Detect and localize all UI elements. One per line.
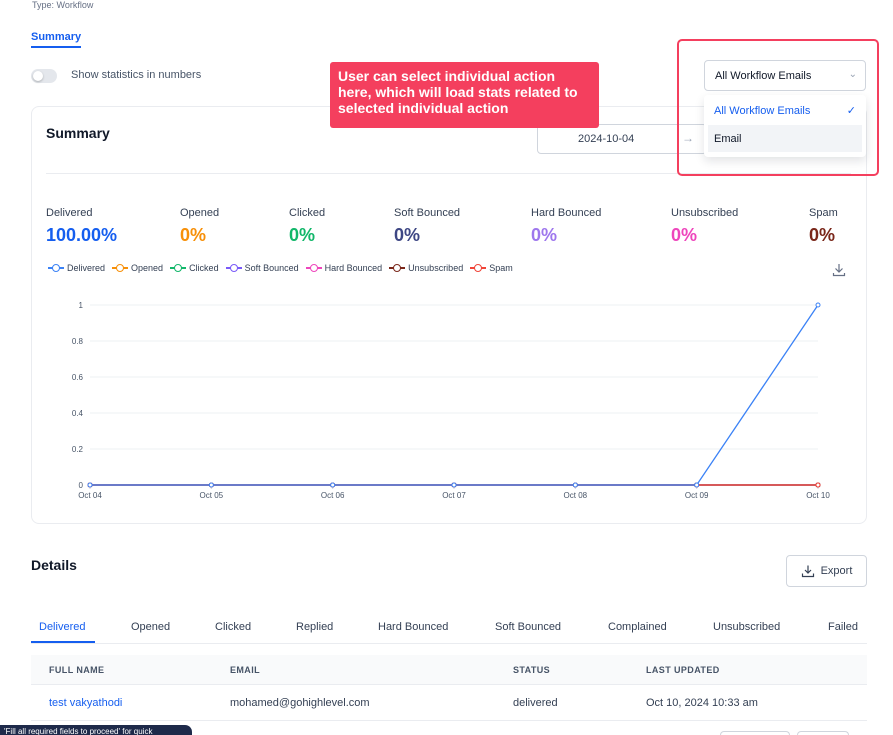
legend-label: Delivered bbox=[67, 263, 106, 273]
action-select-value: All Workflow Emails bbox=[715, 70, 812, 82]
details-tab-active-underline bbox=[31, 641, 95, 643]
stat-label: Opened bbox=[180, 207, 220, 219]
chart-legend: Delivered Opened Clicked Soft Bounced Hard B… bbox=[48, 262, 520, 274]
pagination-next-button[interactable] bbox=[797, 731, 849, 735]
stat-value: 0% bbox=[289, 225, 316, 245]
arrow-right-icon: → bbox=[682, 131, 694, 145]
legend-marker bbox=[305, 263, 322, 273]
legend-marker bbox=[48, 263, 64, 273]
legend-item[interactable]: Delivered bbox=[48, 263, 105, 273]
legend-marker bbox=[112, 263, 129, 273]
column-header-full-name[interactable]: FULL NAME bbox=[49, 665, 105, 675]
details-tab-complained[interactable]: Complained bbox=[608, 621, 667, 633]
tooltip: 'Fill all required fields to proceed' fo… bbox=[0, 725, 192, 735]
dropdown-option-label: Email bbox=[714, 133, 742, 145]
stat-label: Unsubscribed bbox=[671, 207, 739, 219]
stat-hard-bounced: Hard Bounced 0% bbox=[531, 207, 601, 246]
column-header-email[interactable]: EMAIL bbox=[230, 665, 260, 675]
legend-label: Unsubscribed bbox=[408, 263, 464, 273]
stat-unsubscribed: Unsubscribed 0% bbox=[671, 207, 738, 246]
legend-label: Hard Bounced bbox=[324, 263, 383, 273]
details-tab-delivered[interactable]: Delivered bbox=[39, 621, 86, 633]
statistics-toggle-label: Show statistics in numbers bbox=[71, 69, 202, 81]
chevron-down-icon: ⌄ bbox=[848, 69, 857, 80]
dropdown-option-email[interactable]: Email bbox=[708, 125, 862, 152]
details-tab-unsubscribed[interactable]: Unsubscribed bbox=[713, 621, 781, 633]
dropdown-option-label: All Workflow Emails bbox=[714, 105, 811, 117]
details-tab-replied[interactable]: Replied bbox=[296, 621, 334, 633]
legend-label: Spam bbox=[489, 263, 513, 273]
stat-label: Delivered bbox=[46, 207, 93, 219]
dropdown-option-all-workflow-emails[interactable]: All Workflow Emails ✓ bbox=[708, 97, 862, 124]
table-header bbox=[31, 655, 867, 685]
column-header-last-updated[interactable]: LAST UPDATED bbox=[646, 665, 720, 675]
download-icon bbox=[801, 565, 814, 578]
toggle-knob bbox=[33, 71, 43, 81]
annotation-callout: User can select individual action here, … bbox=[330, 62, 599, 128]
legend-marker bbox=[389, 263, 406, 273]
legend-item[interactable]: Soft Bounced bbox=[225, 263, 299, 273]
download-icon[interactable] bbox=[831, 262, 847, 278]
stat-spam: Spam 0% bbox=[809, 207, 838, 246]
check-icon: ✓ bbox=[846, 105, 856, 117]
stat-label: Clicked bbox=[289, 207, 326, 219]
date-start: 2024-10-04 bbox=[578, 133, 635, 145]
row-status: delivered bbox=[513, 697, 558, 709]
statistics-toggle[interactable] bbox=[31, 69, 57, 83]
column-header-status[interactable]: STATUS bbox=[513, 665, 551, 675]
legend-marker bbox=[225, 263, 242, 273]
stat-label: Spam bbox=[809, 207, 838, 219]
row-last-updated: Oct 10, 2024 10:33 am bbox=[646, 697, 758, 709]
legend-marker bbox=[170, 263, 187, 273]
details-title: Details bbox=[31, 557, 77, 573]
export-button-label: Export bbox=[820, 565, 853, 577]
stat-label: Soft Bounced bbox=[394, 207, 461, 219]
legend-label: Opened bbox=[131, 263, 164, 273]
tab-summary[interactable]: Summary bbox=[31, 31, 82, 43]
legend-item[interactable]: Clicked bbox=[170, 263, 219, 273]
workflow-type-label: Type: Workflow bbox=[32, 0, 94, 10]
stat-value: 0% bbox=[180, 225, 207, 245]
stat-clicked: Clicked 0% bbox=[289, 207, 325, 246]
stat-value: 0% bbox=[531, 225, 558, 245]
action-dropdown: All Workflow Emails ✓ Email bbox=[704, 95, 866, 157]
pagination-previous-button[interactable] bbox=[720, 731, 790, 735]
annotation-highlight-box bbox=[677, 39, 879, 176]
details-tab-hard-bounced[interactable]: Hard Bounced bbox=[378, 621, 449, 633]
details-tabs-divider bbox=[31, 643, 867, 644]
stat-opened: Opened 0% bbox=[180, 207, 219, 246]
legend-item[interactable]: Hard Bounced bbox=[305, 263, 383, 273]
stat-value: 0% bbox=[394, 225, 421, 245]
summary-card-divider bbox=[46, 173, 851, 174]
tab-summary-underline bbox=[31, 46, 81, 48]
legend-item[interactable]: Opened bbox=[112, 263, 163, 273]
table-row-divider bbox=[31, 720, 867, 721]
action-select[interactable]: All Workflow Emails ⌄ bbox=[704, 60, 866, 91]
stat-value: 0% bbox=[671, 225, 698, 245]
stat-delivered: Delivered 100.00% bbox=[46, 207, 117, 246]
stat-value: 0% bbox=[809, 225, 836, 245]
stat-value: 100.00% bbox=[46, 225, 118, 245]
legend-label: Clicked bbox=[189, 263, 219, 273]
summary-card-title: Summary bbox=[46, 125, 110, 141]
legend-item[interactable]: Unsubscribed bbox=[389, 263, 463, 273]
details-tab-clicked[interactable]: Clicked bbox=[215, 621, 252, 633]
details-tab-opened[interactable]: Opened bbox=[131, 621, 171, 633]
stat-label: Hard Bounced bbox=[531, 207, 602, 219]
stat-soft-bounced: Soft Bounced 0% bbox=[394, 207, 460, 246]
row-full-name-link[interactable]: test vakyathodi bbox=[49, 697, 123, 709]
legend-label: Soft Bounced bbox=[244, 263, 299, 273]
details-tab-soft-bounced[interactable]: Soft Bounced bbox=[495, 621, 562, 633]
details-tab-failed[interactable]: Failed bbox=[828, 621, 858, 633]
export-button[interactable]: Export bbox=[786, 555, 867, 587]
row-email: mohamed@gohighlevel.com bbox=[230, 697, 370, 709]
legend-item[interactable]: Spam bbox=[470, 263, 513, 273]
legend-marker bbox=[470, 263, 487, 273]
